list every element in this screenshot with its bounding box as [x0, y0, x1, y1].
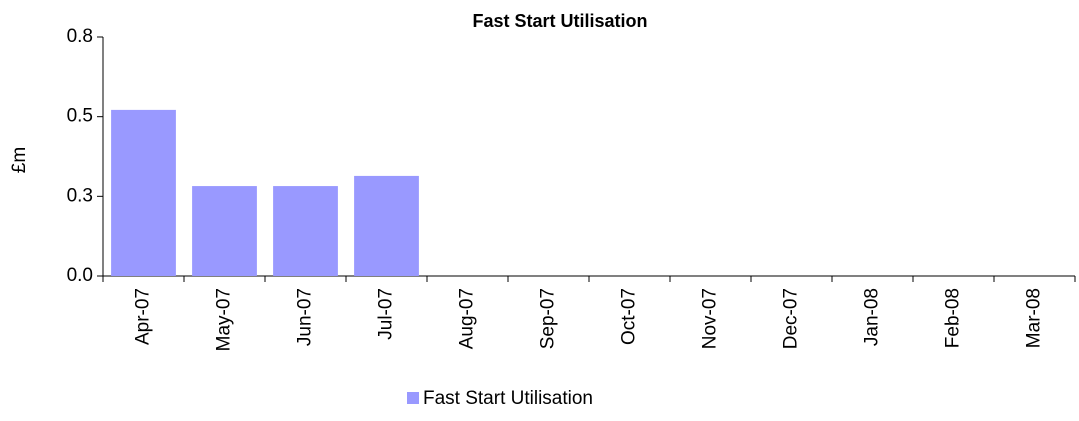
x-tick-label: Jan-08 — [862, 288, 883, 346]
x-tick-label: Jul-07 — [376, 288, 397, 340]
x-tick-label: May-07 — [214, 288, 235, 351]
x-tick-label: Aug-07 — [457, 288, 478, 349]
bar — [111, 109, 176, 277]
bar — [354, 175, 419, 276]
x-tick-label: Nov-07 — [700, 288, 721, 349]
legend-label: Fast Start Utilisation — [423, 388, 593, 409]
x-tick-label: Jun-07 — [295, 288, 316, 346]
y-tick-label: 0.3 — [67, 185, 93, 206]
x-tick-label: Oct-07 — [619, 288, 640, 345]
y-tick-label: 0.8 — [67, 26, 93, 47]
y-axis-label: £m — [9, 147, 30, 173]
chart-title: Fast Start Utilisation — [472, 11, 647, 31]
bar — [192, 186, 257, 276]
legend-swatch — [407, 392, 419, 404]
x-tick-label: Sep-07 — [538, 288, 559, 349]
y-tick-label: 0.5 — [67, 106, 93, 127]
x-tick-label: Apr-07 — [133, 288, 154, 345]
x-tick-label: Feb-08 — [943, 288, 964, 348]
bar — [273, 186, 338, 276]
x-tick-label: Dec-07 — [781, 288, 802, 349]
y-tick-label: 0.0 — [67, 265, 93, 286]
x-tick-label: Mar-08 — [1024, 288, 1045, 348]
